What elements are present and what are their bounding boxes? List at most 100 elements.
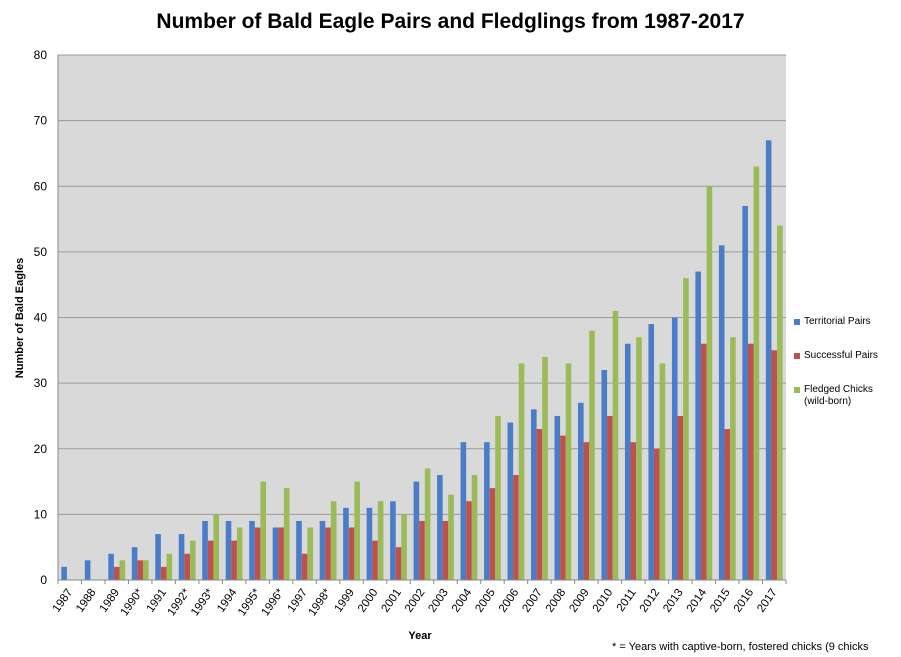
x-tick-label: 2001 xyxy=(379,587,404,615)
bar xyxy=(742,205,748,580)
bar xyxy=(108,553,114,580)
bar xyxy=(166,553,173,580)
bar xyxy=(319,520,326,580)
bar xyxy=(413,481,420,580)
x-tick-label: 2008 xyxy=(544,587,569,615)
bar xyxy=(706,186,713,580)
x-tick-label: 2016 xyxy=(732,587,757,615)
bar xyxy=(442,520,449,580)
bar xyxy=(296,520,302,580)
bar xyxy=(648,324,655,580)
bar xyxy=(260,481,267,580)
bar xyxy=(207,540,214,580)
legend-swatch xyxy=(794,319,800,325)
bar xyxy=(131,547,138,580)
bar xyxy=(155,534,161,580)
y-tick-labels: 0 10 20 30 40 50 60 70 80 xyxy=(34,48,48,587)
x-tick-label: 2014 xyxy=(685,586,710,614)
y-tick-label: 20 xyxy=(34,442,48,456)
bar xyxy=(142,560,149,580)
bar xyxy=(401,514,407,580)
bar xyxy=(348,527,355,580)
bar xyxy=(577,402,584,580)
bar xyxy=(184,553,190,580)
axes xyxy=(57,55,787,584)
bar xyxy=(583,442,590,580)
x-tick-label: 2006 xyxy=(497,587,522,615)
bar xyxy=(236,527,243,580)
bar xyxy=(448,494,454,580)
bar xyxy=(137,560,143,580)
bar xyxy=(624,343,631,580)
bar xyxy=(607,415,613,580)
bar xyxy=(531,409,537,580)
y-tick-label: 60 xyxy=(34,179,48,193)
y-tick-label: 50 xyxy=(34,245,48,259)
bar xyxy=(301,553,308,580)
bar xyxy=(278,527,284,580)
y-tick-label: 30 xyxy=(34,376,48,390)
x-tick-label: 2007 xyxy=(520,587,545,615)
bar xyxy=(554,415,561,580)
bar xyxy=(354,481,360,580)
bar xyxy=(419,520,425,580)
x-tick-label: 2015 xyxy=(708,587,733,615)
bar xyxy=(330,501,337,580)
x-tick-label: 2002 xyxy=(403,587,428,615)
bar xyxy=(589,330,595,580)
bar xyxy=(84,560,91,580)
bar xyxy=(612,310,619,580)
bar xyxy=(771,350,778,580)
bar xyxy=(249,520,255,580)
bar xyxy=(484,442,490,580)
bar xyxy=(565,363,572,580)
bar xyxy=(213,514,220,580)
bar xyxy=(747,343,754,580)
x-tick-label: 2012 xyxy=(638,587,663,615)
bar xyxy=(659,363,666,580)
legend-item-successful-pairs: Successful Pairs xyxy=(794,350,894,362)
x-axis-label: Year xyxy=(408,630,432,642)
x-tick-label: 1992* xyxy=(166,586,193,618)
x-tick-label: 2010 xyxy=(591,587,616,615)
legend-label: Territorial Pairs xyxy=(804,316,871,327)
bar xyxy=(283,488,290,580)
bar xyxy=(730,337,736,580)
bar xyxy=(513,475,519,580)
legend-swatch xyxy=(794,353,800,359)
bar xyxy=(272,527,279,580)
x-tick-label: 2000 xyxy=(356,587,381,615)
bar xyxy=(325,527,331,580)
footnote: * = Years with captive-born, fostered ch… xyxy=(612,641,869,653)
bar xyxy=(471,475,478,580)
x-tick-label: 1999 xyxy=(332,587,357,615)
y-tick-label: 10 xyxy=(34,507,48,521)
bar xyxy=(630,442,637,580)
bar xyxy=(636,337,642,580)
bar xyxy=(753,166,760,580)
bar xyxy=(119,560,126,580)
bar xyxy=(724,429,731,580)
bar xyxy=(437,475,443,580)
chart-title: Number of Bald Eagle Pairs and Fledgling… xyxy=(156,10,745,33)
bar xyxy=(189,540,196,580)
bar xyxy=(495,415,501,580)
y-tick-label: 0 xyxy=(40,573,47,587)
bars xyxy=(61,140,783,580)
bar xyxy=(683,278,689,580)
bar xyxy=(377,501,384,580)
x-tick-label: 1995* xyxy=(236,586,263,618)
legend-item-fledged-chicks: Fledged Chicks (wild-born) xyxy=(794,384,894,408)
x-tick-label: 2004 xyxy=(450,586,475,614)
x-tick-label: 1988 xyxy=(74,587,99,615)
bar xyxy=(202,520,208,580)
bar xyxy=(231,540,237,580)
bar xyxy=(671,317,678,580)
x-tick-labels: 1987198819891990*19911992*1993*19941995*… xyxy=(51,586,780,618)
bar xyxy=(695,271,702,580)
bar xyxy=(718,245,725,580)
bar xyxy=(372,540,378,580)
y-tick-label: 80 xyxy=(34,48,48,62)
legend-swatch xyxy=(794,387,800,393)
